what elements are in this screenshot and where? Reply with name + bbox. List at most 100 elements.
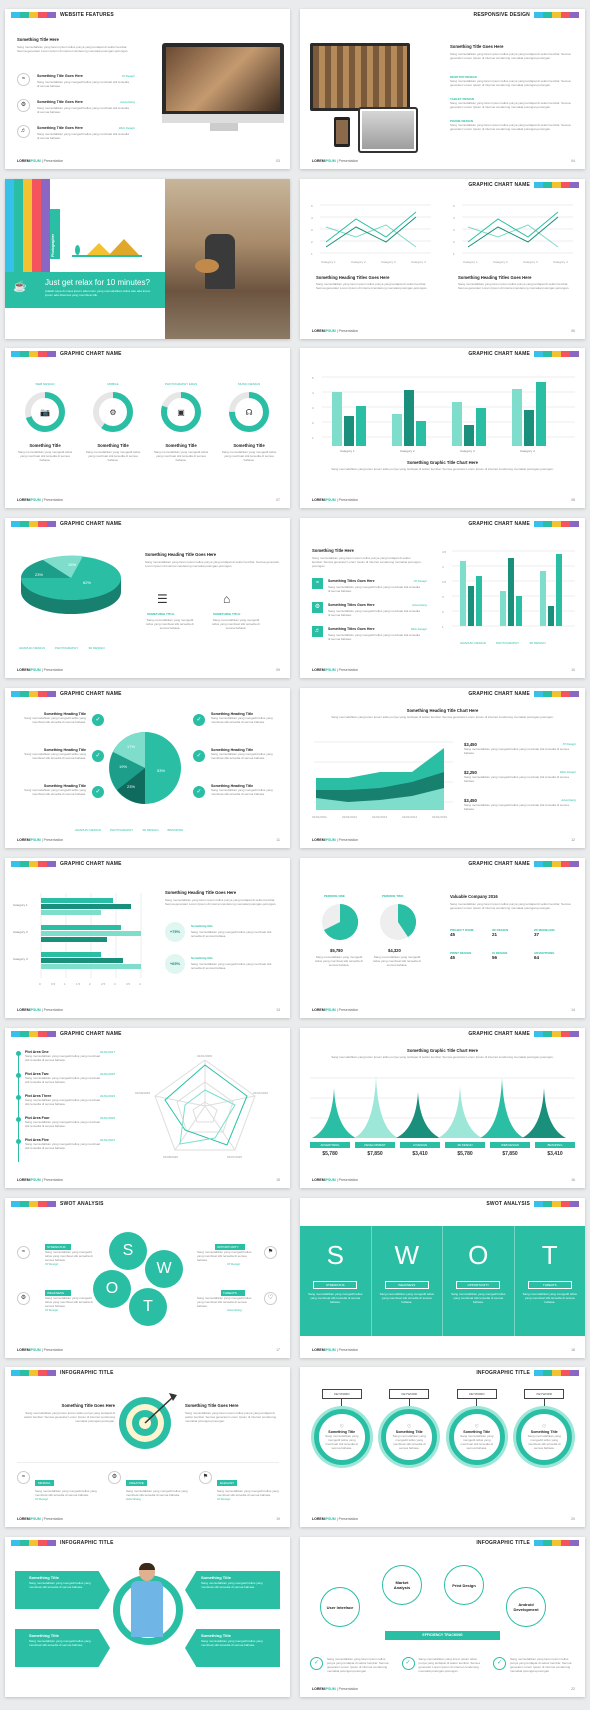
item-tag: Advertising xyxy=(412,603,427,607)
donut-chart: ☊ xyxy=(229,392,269,432)
item-text: Sang memudahkan yang lorem ipsum tellus … xyxy=(450,101,571,110)
svg-text:3: 3 xyxy=(114,982,116,986)
swot-strengths: ≈ STRENGTHS Sang memudahkan yang mengedit … xyxy=(17,1244,97,1266)
period-label: PERIODE TWO xyxy=(382,894,404,898)
color-bars xyxy=(11,12,56,18)
peak-label: WEB DESIGN xyxy=(490,1142,530,1148)
relax-banner: ☕ Just get relax for 10 minutes? Adalah … xyxy=(5,272,165,308)
donut-item: MUSIC DESIGN ☊ Something Title Sang memudah… xyxy=(219,382,279,482)
svg-text:0.5: 0.5 xyxy=(51,982,56,986)
chart-subtitle: Something Graphic Title Chart Here xyxy=(407,1048,478,1053)
legend-item: BRANDING xyxy=(167,828,184,832)
svg-text:Category 3: Category 3 xyxy=(460,449,475,453)
svg-text:6: 6 xyxy=(311,204,313,208)
slide-responsive-design: RESPONSIVE DESIGN Something Title Goes H… xyxy=(300,9,585,169)
donut-top-label: WEB DESIGN xyxy=(35,382,55,386)
color-bars xyxy=(534,691,579,697)
peak-label-item: ADVERTISING $5,780 xyxy=(310,1142,350,1157)
slide-relax: Photographer ☕ Just get relax for 10 min… xyxy=(5,179,290,339)
arrow-title: Something Title xyxy=(29,1575,59,1580)
footer-brand: LOREMIPSUM | Presentation xyxy=(17,159,64,163)
info-arrow: Something Title Sang memudahkan yang meng… xyxy=(185,1629,280,1667)
legend-item: GRAPHIC DESIGN xyxy=(460,641,487,645)
svg-text:01/01/2011: 01/01/2011 xyxy=(312,815,327,819)
plot-title: Plot Area Four xyxy=(25,1116,50,1120)
swot-label: WEAKNESS xyxy=(384,1281,429,1289)
svg-text:01/07/2015: 01/07/2015 xyxy=(227,1155,242,1159)
donut-heading: Something Title xyxy=(233,443,265,448)
svg-text:3: 3 xyxy=(453,228,455,232)
keyword-box: KEYWORD xyxy=(524,1389,565,1399)
svg-text:1: 1 xyxy=(311,252,313,256)
plot-dot xyxy=(16,1139,21,1144)
svg-text:23%: 23% xyxy=(35,572,43,577)
plot-text: Sang memudahkan yang mengedit tellus yan… xyxy=(25,1098,101,1107)
heading: Something Title Goes Here xyxy=(450,44,504,49)
chart-subtitle: Something Heading Title Chart Here xyxy=(406,708,479,713)
keyword-text: Sang memudahkan yang mengedit tellus yan… xyxy=(460,1434,494,1451)
slide-title: GRAPHIC CHART NAME xyxy=(468,691,530,697)
svg-text:1.5: 1.5 xyxy=(76,982,81,986)
page-number: 18 xyxy=(571,1348,575,1352)
houses-illustration xyxy=(67,231,147,257)
heart-icon: ♡ xyxy=(407,1424,412,1430)
svg-text:01/01/2015: 01/01/2015 xyxy=(432,815,447,819)
pie-legend: GRAPHIC DESIGN PHOTOGRAPHY 3D DESIGN xyxy=(19,646,104,650)
svg-text:4: 4 xyxy=(139,982,141,986)
keyword-title: Something Title xyxy=(463,1430,491,1434)
slide-title: GRAPHIC CHART NAME xyxy=(468,182,530,188)
color-bars xyxy=(11,691,56,697)
legend-item: 3D DESIGN xyxy=(529,641,546,645)
swot-label: STRENGTHS xyxy=(313,1281,358,1289)
intro-text: Sang memudahkan yang lorem ipsum tellus … xyxy=(165,898,277,907)
stat-title: Something title xyxy=(191,924,213,928)
desktop-image xyxy=(310,43,410,111)
stat-value: 45 xyxy=(450,932,456,937)
feature-text: Sang memudahkan yang mengedit tellus yan… xyxy=(146,618,194,631)
slide-title: GRAPHIC CHART NAME xyxy=(60,691,122,697)
radar-chart: 01/01/2000 01/01/2010 01/07/2015 01/08/2020… xyxy=(135,1054,268,1159)
page-number: 11 xyxy=(276,838,280,842)
item-title: Something Titles Goes Here xyxy=(328,627,375,631)
item-text: Sang memudahkan yang lorem ipsum tellus … xyxy=(450,123,571,132)
page-number: 04 xyxy=(571,159,575,163)
keyword-text: Sang memudahkan yang mengedit tellus yan… xyxy=(325,1434,359,1451)
connector-line xyxy=(408,1399,410,1409)
swot-t-circle: T xyxy=(129,1288,167,1326)
swot-text: Sang memudahkan yang mengedit tellus yan… xyxy=(308,1292,363,1304)
arrow-title: Something Title xyxy=(201,1575,231,1580)
page-number: 19 xyxy=(276,1517,280,1521)
swot-column: T THREATS Sang memudahkan yang mengedit te… xyxy=(515,1226,586,1336)
svg-text:3.5: 3.5 xyxy=(442,580,447,584)
footer-brand: LOREMIPSUM | Presentation xyxy=(312,159,359,163)
slide-title: INFOGRAPHIC TITLE xyxy=(60,1540,114,1546)
svg-text:2.5: 2.5 xyxy=(101,982,106,986)
svg-text:15%: 15% xyxy=(68,562,76,567)
bell-icon: ♬ xyxy=(312,626,323,637)
page-number: 10 xyxy=(571,668,575,672)
swot-letter: W xyxy=(394,1240,420,1270)
stat-label: 2D MODELING xyxy=(534,928,555,932)
item-label: TABLET DESIGN xyxy=(450,97,474,101)
footer-brand: LOREMIPSUM | Presentation xyxy=(17,1008,64,1012)
bar-chart: 5 4 3 2 1 Category 1 Category 2 Category 3 Cate… xyxy=(312,376,575,453)
slide-website-features: WEBSITE FEATURES Something Title Here Sa… xyxy=(5,9,290,169)
peak-label: BRANDING xyxy=(535,1142,575,1148)
item-text: Sang memudahkan yang mengedit tellus yan… xyxy=(24,752,86,761)
peak-value: $3,410 xyxy=(547,1151,563,1157)
horizontal-bar-chart: Category 1 Category 2 Category 3 0 0.5 1 1.5 2… xyxy=(13,893,142,986)
stat-cell: PROJECT DONE 45 xyxy=(450,928,492,937)
arrow-title: Something Title xyxy=(29,1633,59,1638)
chart-text: Sang memudahkan yang lorem ipsum tellus … xyxy=(331,715,554,719)
stat-text: Sang memudahkan yang mengedit tellus yan… xyxy=(191,930,272,939)
period-value: $5,780 xyxy=(330,948,343,953)
item-text: Sang memudahkan yang mengedit tellus yan… xyxy=(24,788,86,797)
feature-tag: Of Design xyxy=(35,1497,49,1502)
slide-title: GRAPHIC CHART NAME xyxy=(60,861,122,867)
heading: Something Heading Title Goes Here xyxy=(165,890,237,895)
feature-label: SOMETHING TITLE xyxy=(147,612,175,616)
page-number: 22 xyxy=(571,1687,575,1691)
chart-text: Sang memudahkan yang lorem ipsum tellus … xyxy=(331,467,554,471)
svg-text:62%: 62% xyxy=(83,580,91,585)
stat-cell: ADVERTISING 64 xyxy=(534,951,576,960)
